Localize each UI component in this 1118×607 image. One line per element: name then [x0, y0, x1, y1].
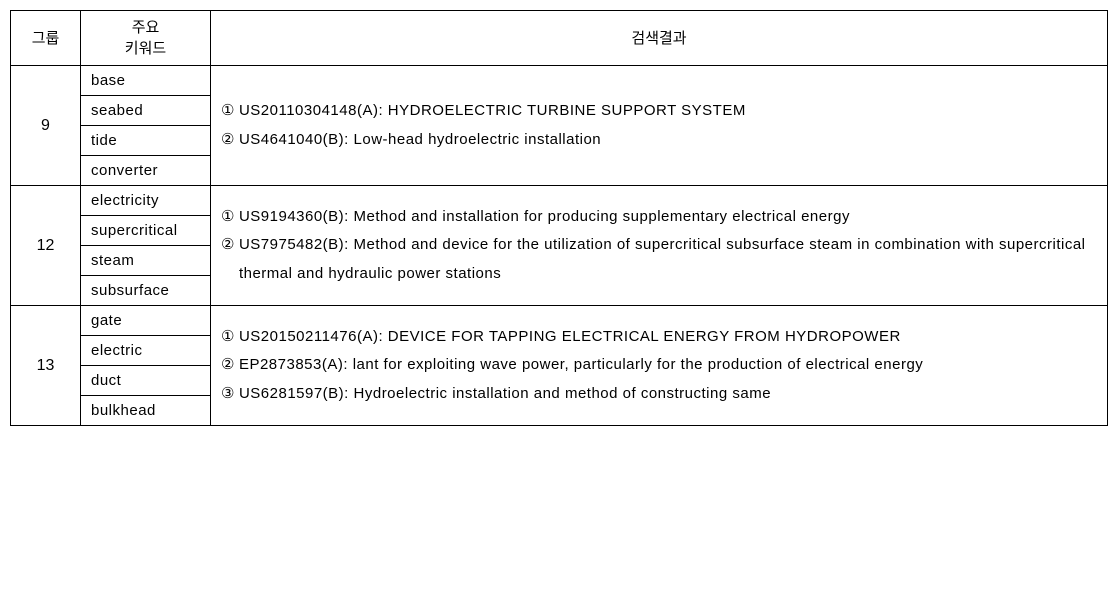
table-row: 12electricity①US9194360(B): Method and i…: [11, 186, 1108, 216]
result-number: ②: [221, 351, 235, 380]
result-number: ①: [221, 203, 235, 232]
result-item: ②EP2873853(A): lant for exploiting wave …: [221, 351, 1095, 380]
result-item: ①US9194360(B): Method and installation f…: [221, 203, 1095, 232]
group-id-cell: 13: [11, 306, 81, 426]
header-keyword: 주요 키워드: [81, 11, 211, 66]
result-number: ①: [221, 97, 235, 126]
keyword-cell: supercritical: [81, 216, 211, 246]
table-row: 13gate①US20150211476(A): DEVICE FOR TAPP…: [11, 306, 1108, 336]
result-item: ①US20150211476(A): DEVICE FOR TAPPING EL…: [221, 323, 1095, 352]
result-text: US9194360(B): Method and installation fo…: [239, 203, 1095, 232]
keyword-cell: steam: [81, 246, 211, 276]
result-item: ③US6281597(B): Hydroelectric installatio…: [221, 380, 1095, 409]
result-text: US20150211476(A): DEVICE FOR TAPPING ELE…: [239, 323, 1095, 352]
keyword-cell: base: [81, 66, 211, 96]
result-text: US6281597(B): Hydroelectric installation…: [239, 380, 1095, 409]
result-text: US4641040(B): Low-head hydroelectric ins…: [239, 126, 1095, 155]
table-row: 9base①US20110304148(A): HYDROELECTRIC TU…: [11, 66, 1108, 96]
header-results: 검색결과: [211, 11, 1108, 66]
result-item: ②US7975482(B): Method and device for the…: [221, 231, 1095, 288]
result-number: ③: [221, 380, 235, 409]
keyword-cell: tide: [81, 126, 211, 156]
header-row: 그룹 주요 키워드 검색결과: [11, 11, 1108, 66]
header-keyword-line1: 주요: [85, 17, 206, 38]
result-text: US7975482(B): Method and device for the …: [239, 231, 1095, 288]
keyword-cell: subsurface: [81, 276, 211, 306]
keyword-cell: seabed: [81, 96, 211, 126]
results-cell: ①US20110304148(A): HYDROELECTRIC TURBINE…: [211, 66, 1108, 186]
keyword-cell: converter: [81, 156, 211, 186]
header-keyword-line2: 키워드: [85, 38, 206, 59]
keyword-cell: duct: [81, 366, 211, 396]
result-number: ②: [221, 231, 235, 288]
result-text: US20110304148(A): HYDROELECTRIC TURBINE …: [239, 97, 1095, 126]
header-group: 그룹: [11, 11, 81, 66]
keyword-cell: electricity: [81, 186, 211, 216]
group-id-cell: 12: [11, 186, 81, 306]
result-number: ①: [221, 323, 235, 352]
results-cell: ①US9194360(B): Method and installation f…: [211, 186, 1108, 306]
result-item: ②US4641040(B): Low-head hydroelectric in…: [221, 126, 1095, 155]
keyword-cell: gate: [81, 306, 211, 336]
result-text: EP2873853(A): lant for exploiting wave p…: [239, 351, 1095, 380]
keyword-cell: electric: [81, 336, 211, 366]
group-id-cell: 9: [11, 66, 81, 186]
result-item: ①US20110304148(A): HYDROELECTRIC TURBINE…: [221, 97, 1095, 126]
patent-search-table: 그룹 주요 키워드 검색결과 9base①US20110304148(A): H…: [10, 10, 1108, 426]
results-cell: ①US20150211476(A): DEVICE FOR TAPPING EL…: [211, 306, 1108, 426]
result-number: ②: [221, 126, 235, 155]
keyword-cell: bulkhead: [81, 396, 211, 426]
